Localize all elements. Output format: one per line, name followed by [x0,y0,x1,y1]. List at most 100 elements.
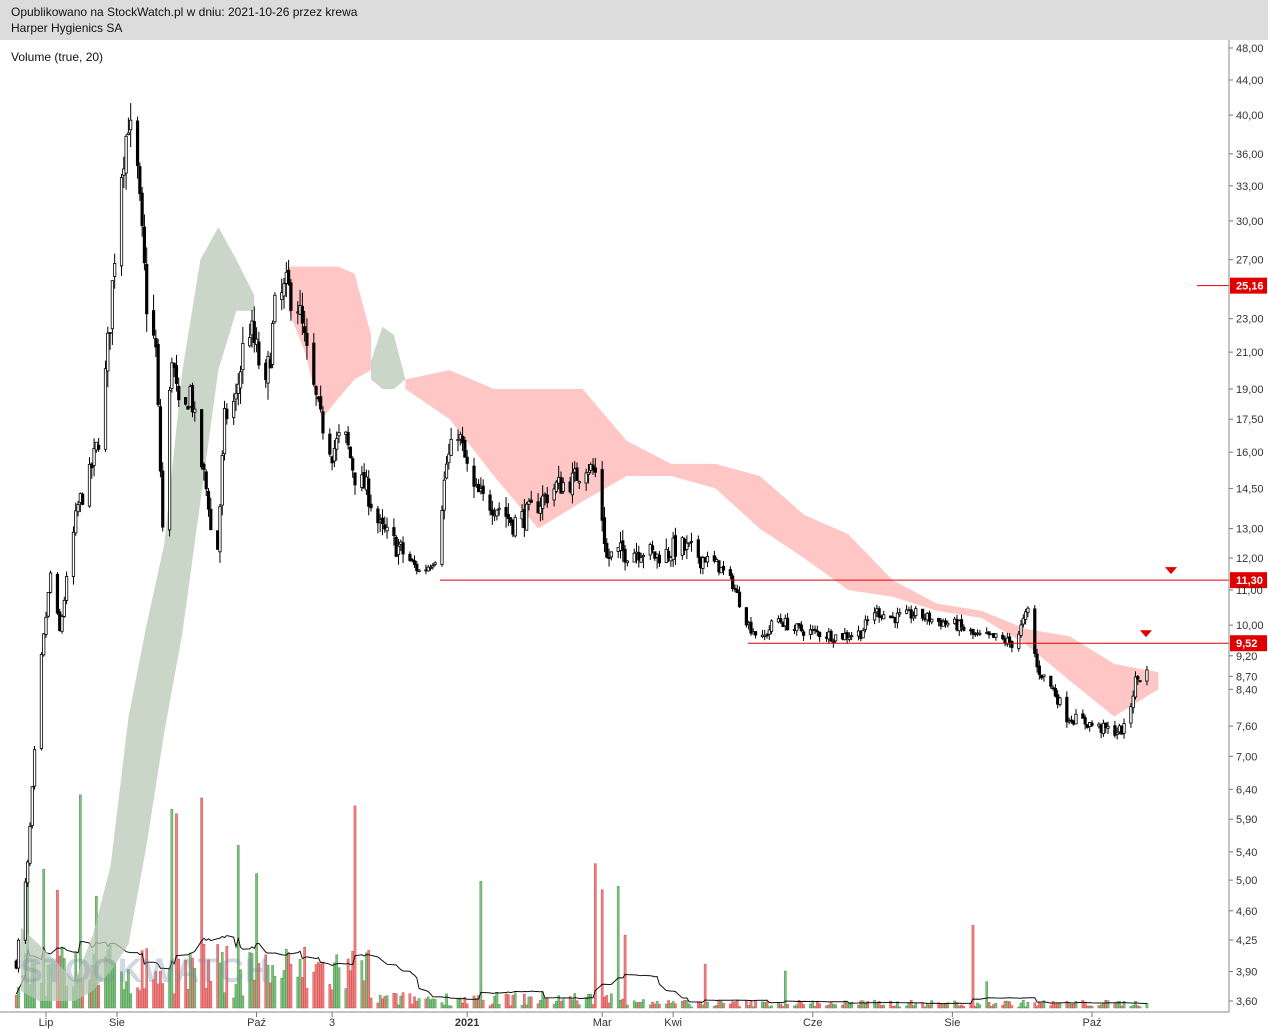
candle [225,403,229,425]
volume-bar [779,1003,783,1009]
volume-bar [825,1005,828,1009]
candle [753,631,758,639]
volume-bar [898,1006,902,1009]
volume-bar [305,987,309,1009]
volume-bar [671,1001,675,1009]
volume-bar [1120,1005,1124,1009]
volume-bar [127,969,130,1009]
volume-bar [1106,1000,1110,1009]
volume-bar [674,1003,677,1009]
candle [140,186,144,237]
volume-bar [1056,1002,1059,1009]
candle [177,377,181,407]
candle [46,591,50,618]
candle [110,280,114,345]
volume-bar [589,993,593,1009]
candle [872,607,877,625]
volume-bar [1049,1005,1053,1009]
volume-bar [415,1001,419,1009]
candle [657,550,662,567]
candle [55,572,60,616]
volume-bar [79,794,82,1009]
candle [28,822,32,867]
y-tick-label: 30,00 [1236,216,1264,228]
candle [145,247,149,332]
candle [236,373,240,406]
volume-bar [930,1000,934,1009]
candle [81,492,85,506]
candle [108,332,112,350]
volume-bar [401,992,405,1009]
volume-bar [1070,1003,1073,1009]
volume-bar [545,998,549,1009]
candle [554,480,559,494]
candle [170,357,174,393]
candle [218,503,222,563]
volume-bar [449,1005,453,1009]
candle [625,560,629,567]
candle [552,483,556,507]
candle [795,623,799,636]
volume-bar [811,1001,815,1009]
candle [220,450,224,516]
candle [584,468,588,491]
volume-bar [509,1005,512,1009]
volume-bar [349,970,352,1009]
cloud-segment [288,266,372,420]
volume-bar [143,988,146,1009]
volume-bar [754,1000,757,1009]
candle [106,326,110,388]
volume-bar [417,998,421,1009]
candle [538,497,542,522]
candle [909,605,913,624]
candle [946,620,950,628]
x-tick-label: Cze [803,1017,823,1029]
y-tick-label: 8,70 [1236,671,1257,683]
y-tick-label: 5,00 [1236,875,1257,887]
volume-bar [637,1002,641,1009]
candle [749,617,753,636]
candle [48,570,53,594]
volume-bar [685,999,689,1009]
volume-bar [655,1000,659,1009]
candle [978,629,982,637]
volume-bar [802,1004,805,1009]
volume-bar [706,1002,709,1009]
candle [1145,665,1149,686]
published-info: Opublikowano na StockWatch.pl w dniu: 20… [11,5,358,19]
volume-bar [463,997,467,1009]
level-label: 9,52 [1236,638,1257,650]
volume-bar [632,1000,636,1009]
volume-bar [738,1006,741,1009]
volume-bar [1040,1003,1043,1009]
volume-bar [513,992,517,1009]
volume-bar [786,1004,789,1009]
candle [541,485,545,521]
candle [1131,690,1135,714]
volume-bar [122,989,126,1009]
volume-bar [939,1003,943,1009]
volume-bar [543,998,547,1009]
volume-bar [1122,1001,1126,1009]
volume-bar [832,1004,835,1009]
volume-bar [385,995,389,1009]
candle [1104,722,1108,734]
volume-bar [241,995,245,1009]
candle [319,385,323,413]
volume-bar [555,1001,558,1009]
volume-bar [376,1002,380,1009]
volume-bar [914,1003,918,1009]
candle [921,608,925,622]
volume-bar [346,958,350,1009]
candle [119,173,124,277]
candle [129,103,133,148]
candle [577,480,581,490]
volume-bar [1083,1002,1087,1009]
candle [472,457,476,499]
candle [1129,703,1133,728]
candle [765,632,769,639]
volume-bar [809,1003,812,1009]
volume-bar [893,1005,897,1009]
volume-bar [699,1001,702,1009]
